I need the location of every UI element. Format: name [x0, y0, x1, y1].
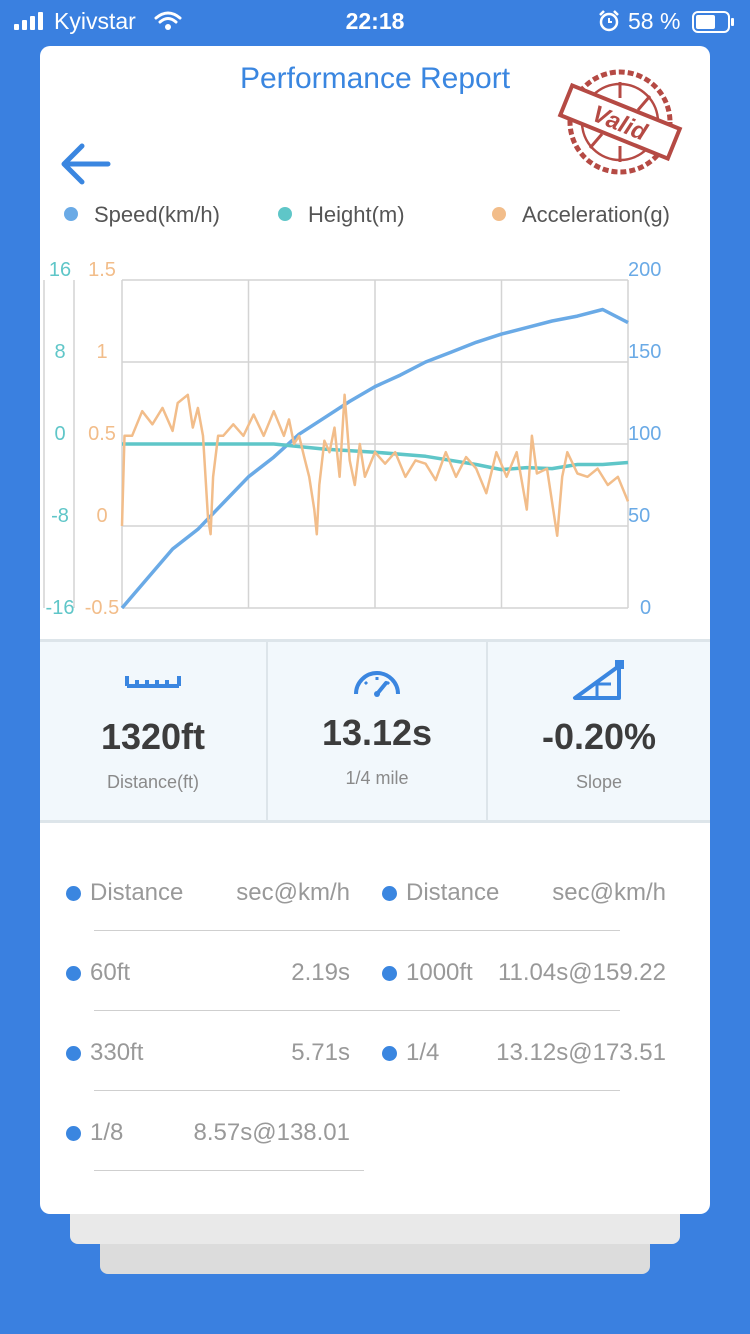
bullet-dot — [382, 966, 397, 981]
height-tick-label: 16 — [49, 259, 71, 281]
stats-panel: 1320ft Distance(ft) 13.12s 1/4 mile — [40, 642, 710, 820]
acceleration-series-line — [120, 393, 630, 538]
legend-height-dot — [278, 207, 292, 222]
stat-distance: 1320ft Distance(ft) — [40, 642, 266, 820]
height-tick-label: -8 — [51, 505, 69, 527]
table-header-time: sec@km/h — [236, 879, 350, 906]
legend-acceleration: Acceleration(g) — [492, 202, 670, 228]
stat-slope-value: -0.20% — [541, 716, 657, 757]
stat-quarter-mile-value: 13.12s — [321, 712, 433, 753]
speedometer-icon — [268, 666, 486, 703]
speed-tick-label: 0 — [640, 597, 651, 619]
acceleration-tick-label: 1 — [96, 341, 107, 363]
signal-icon — [14, 12, 43, 30]
stat-distance-label: Distance(ft) — [106, 772, 200, 792]
row-divider — [94, 1010, 620, 1011]
split-distance: 60ft — [90, 959, 131, 986]
speed-tick-label: 150 — [628, 341, 661, 363]
slope-icon — [488, 658, 710, 707]
ruler-icon — [40, 666, 266, 701]
split-distance: 330ft — [90, 1039, 144, 1066]
carrier-name: Kyivstar — [54, 8, 136, 34]
acceleration-tick-label: 0.5 — [88, 423, 116, 445]
speed-tick-label: 200 — [628, 259, 661, 281]
bullet-dot — [66, 1126, 81, 1141]
legend-speed-dot — [64, 207, 78, 222]
speed-tick-label: 50 — [628, 505, 650, 527]
stat-slope: -0.20% Slope — [488, 642, 710, 820]
card-stack-shadow-back — [100, 1240, 650, 1274]
clock: 22:18 — [345, 8, 405, 34]
acceleration-tick-label: 0 — [96, 505, 107, 527]
legend-acceleration-label: Acceleration(g) — [522, 202, 670, 227]
split-time: 11.04s@159.22 — [497, 959, 666, 986]
table-header-distance: Distance — [406, 879, 500, 906]
stat-separator — [266, 642, 268, 820]
split-time: 5.71s — [291, 1039, 350, 1066]
split-time: 2.19s — [291, 959, 350, 986]
valid-stamp: Valid — [557, 69, 683, 175]
battery-percent: 58 % — [628, 8, 681, 34]
split-time: 13.12s@173.51 — [496, 1039, 666, 1066]
legend-speed: Speed(km/h) — [64, 202, 220, 228]
legend-height-label: Height(m) — [308, 202, 405, 227]
chart-legend: Speed(km/h) Height(m) Acceleration(g) — [40, 202, 710, 232]
split-distance: 1/4 — [406, 1039, 440, 1066]
speed-series-line — [120, 307, 629, 610]
bullet-dot — [66, 886, 81, 901]
table-header-distance: Distance — [90, 879, 184, 906]
bullet-dot — [382, 886, 397, 901]
row-divider — [94, 1170, 364, 1171]
table-header-time: sec@km/h — [552, 879, 666, 906]
alarm-icon — [599, 10, 619, 32]
performance-chart: 16 8 0 -8 -16 1.5 1 0.5 0 -0.5 200 150 100 50 0 — [43, 259, 661, 619]
legend-speed-label: Speed(km/h) — [94, 202, 220, 227]
bullet-dot — [66, 1046, 81, 1061]
acceleration-tick-label: -0.5 — [85, 597, 119, 619]
height-tick-label: 8 — [54, 341, 65, 363]
height-tick-label: 0 — [54, 423, 65, 445]
split-time: 8.57s@138.01 — [193, 1119, 350, 1146]
acceleration-tick-label: 1.5 — [88, 259, 116, 281]
row-divider — [94, 1090, 620, 1091]
height-tick-label: -16 — [46, 597, 75, 619]
card-stack-shadow — [70, 1210, 680, 1244]
divider — [40, 820, 710, 823]
performance-report-card: Performance Report Valid Speed(km/h) Hei… — [40, 46, 710, 1214]
legend-height: Height(m) — [278, 202, 405, 228]
back-arrow-icon[interactable] — [58, 142, 112, 186]
stat-quarter-mile: 13.12s 1/4 mile — [268, 642, 486, 820]
split-distance: 1000ft — [406, 959, 473, 986]
bullet-dot — [66, 966, 81, 981]
status-bar: Kyivstar 22:18 58 % — [0, 0, 750, 44]
legend-acceleration-dot — [492, 207, 506, 222]
battery-icon — [692, 11, 734, 33]
stat-separator — [486, 642, 488, 820]
stat-distance-value: 1320ft — [100, 716, 206, 757]
stat-quarter-mile-label: 1/4 mile — [345, 768, 409, 788]
page-title: Performance Report — [239, 62, 511, 95]
wifi-icon — [154, 11, 182, 30]
stat-slope-label: Slope — [575, 772, 623, 792]
divider — [40, 639, 710, 642]
row-divider — [94, 930, 620, 931]
split-distance: 1/8 — [90, 1119, 124, 1146]
speed-tick-label: 100 — [628, 423, 661, 445]
bullet-dot — [382, 1046, 397, 1061]
